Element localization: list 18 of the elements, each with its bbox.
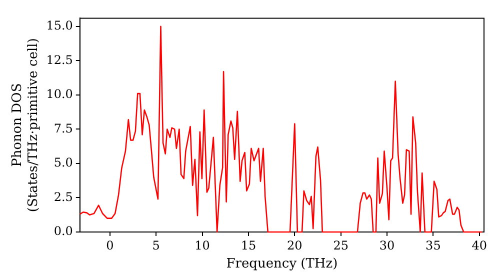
x-tick-label: 5	[152, 238, 160, 252]
y-tick-label: 0.0	[54, 224, 73, 238]
x-tick-label: 40	[472, 238, 488, 252]
x-tick-label: 30	[379, 238, 395, 252]
y-tick-label: 10.0	[46, 87, 73, 102]
x-tick-label: 20	[287, 238, 302, 252]
y-axis-title: Phonon DOS (States/THz·primitive cell)	[10, 38, 41, 212]
x-tick-label: 35	[426, 238, 441, 252]
y-tick-label: 12.5	[46, 52, 73, 67]
x-tick-label: 0	[106, 238, 114, 252]
x-tick-label: 10	[194, 238, 210, 252]
x-axis-title: Frequency (THz)	[226, 256, 338, 272]
y-tick-label: 15.0	[46, 18, 73, 33]
x-tick-label: 15	[240, 238, 256, 252]
y-tick-label: 2.5	[54, 190, 73, 204]
y-tick-label: 5.0	[54, 156, 73, 170]
x-tick-label: 25	[333, 238, 348, 252]
y-tick-label: 7.5	[54, 121, 73, 136]
